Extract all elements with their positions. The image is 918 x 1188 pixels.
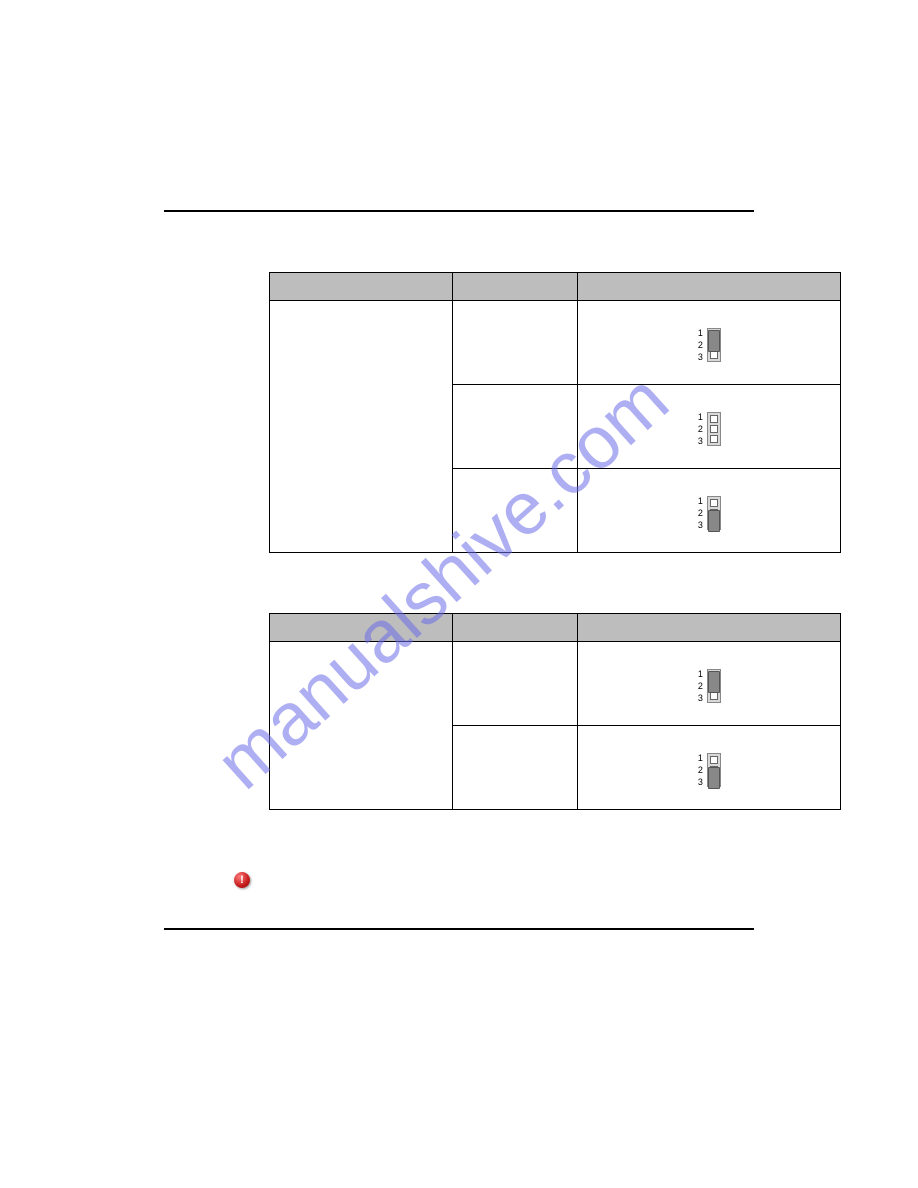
- setting-cell: [452, 726, 578, 810]
- pin-labels: 1 2 3: [698, 411, 703, 447]
- jumper-diagram: 1 2 3: [698, 752, 721, 788]
- pin-icon: [710, 692, 718, 700]
- pin-label: 2: [698, 507, 703, 519]
- setting-cell: [452, 642, 578, 726]
- pin-label: 3: [698, 776, 703, 788]
- jumper-body: [707, 753, 721, 787]
- pin-icon: [710, 425, 718, 433]
- jumper-body: [707, 328, 721, 362]
- table-header-row: [270, 273, 841, 301]
- col-header-desc: [270, 273, 453, 301]
- alert-icon-glyph: !: [240, 874, 244, 886]
- table-row: 1 2 3: [270, 642, 841, 726]
- jumper-body: [707, 496, 721, 530]
- table-header-row: [270, 614, 841, 642]
- pin-label: 3: [698, 435, 703, 447]
- setting-cell: [452, 301, 578, 385]
- jumper-table-2: 1 2 3: [269, 613, 841, 810]
- pin-label: 1: [698, 327, 703, 339]
- col-header-illustration: [578, 273, 841, 301]
- alert-icon: !: [234, 872, 250, 888]
- illustration-cell: 1 2 3: [578, 469, 841, 553]
- jumper-cap-icon: [708, 330, 720, 352]
- pin-label: 1: [698, 752, 703, 764]
- pin-label: 3: [698, 351, 703, 363]
- pin-labels: 1 2 3: [698, 752, 703, 788]
- top-rule: [164, 210, 754, 212]
- desc-cell: [270, 642, 453, 810]
- jumper-diagram: 1 2 3: [698, 411, 721, 447]
- pin-labels: 1 2 3: [698, 495, 703, 531]
- pin-label: 2: [698, 423, 703, 435]
- jumper-body: [707, 412, 721, 446]
- pin-label: 1: [698, 668, 703, 680]
- pin-labels: 1 2 3: [698, 668, 703, 704]
- jumper-diagram: 1 2 3: [698, 495, 721, 531]
- col-header-desc: [270, 614, 453, 642]
- bottom-rule: [164, 928, 754, 930]
- col-header-setting: [452, 273, 578, 301]
- col-header-illustration: [578, 614, 841, 642]
- pin-icon: [710, 435, 718, 443]
- jumper-cap-icon: [708, 671, 720, 693]
- setting-cell: [452, 385, 578, 469]
- pin-label: 3: [698, 519, 703, 531]
- document-page: 1 2 3: [164, 0, 754, 930]
- pin-label: 3: [698, 692, 703, 704]
- illustration-cell: 1 2 3: [578, 301, 841, 385]
- jumper-cap-icon: [708, 510, 720, 532]
- pin-icon: [710, 351, 718, 359]
- jumper-diagram: 1 2 3: [698, 668, 721, 704]
- info-row: !: [234, 870, 754, 888]
- pin-label: 2: [698, 339, 703, 351]
- illustration-cell: 1 2 3: [578, 726, 841, 810]
- pin-icon: [710, 415, 718, 423]
- jumper-table-1: 1 2 3: [269, 272, 841, 553]
- pin-icon: [710, 499, 718, 507]
- jumper-diagram: 1 2 3: [698, 327, 721, 363]
- pin-icon: [710, 756, 718, 764]
- col-header-setting: [452, 614, 578, 642]
- desc-cell: [270, 301, 453, 553]
- jumper-cap-icon: [708, 767, 720, 789]
- illustration-cell: 1 2 3: [578, 385, 841, 469]
- jumper-body: [707, 669, 721, 703]
- table-row: 1 2 3: [270, 301, 841, 385]
- pin-labels: 1 2 3: [698, 327, 703, 363]
- pin-label: 1: [698, 495, 703, 507]
- setting-cell: [452, 469, 578, 553]
- pin-label: 2: [698, 680, 703, 692]
- illustration-cell: 1 2 3: [578, 642, 841, 726]
- pin-label: 2: [698, 764, 703, 776]
- pin-label: 1: [698, 411, 703, 423]
